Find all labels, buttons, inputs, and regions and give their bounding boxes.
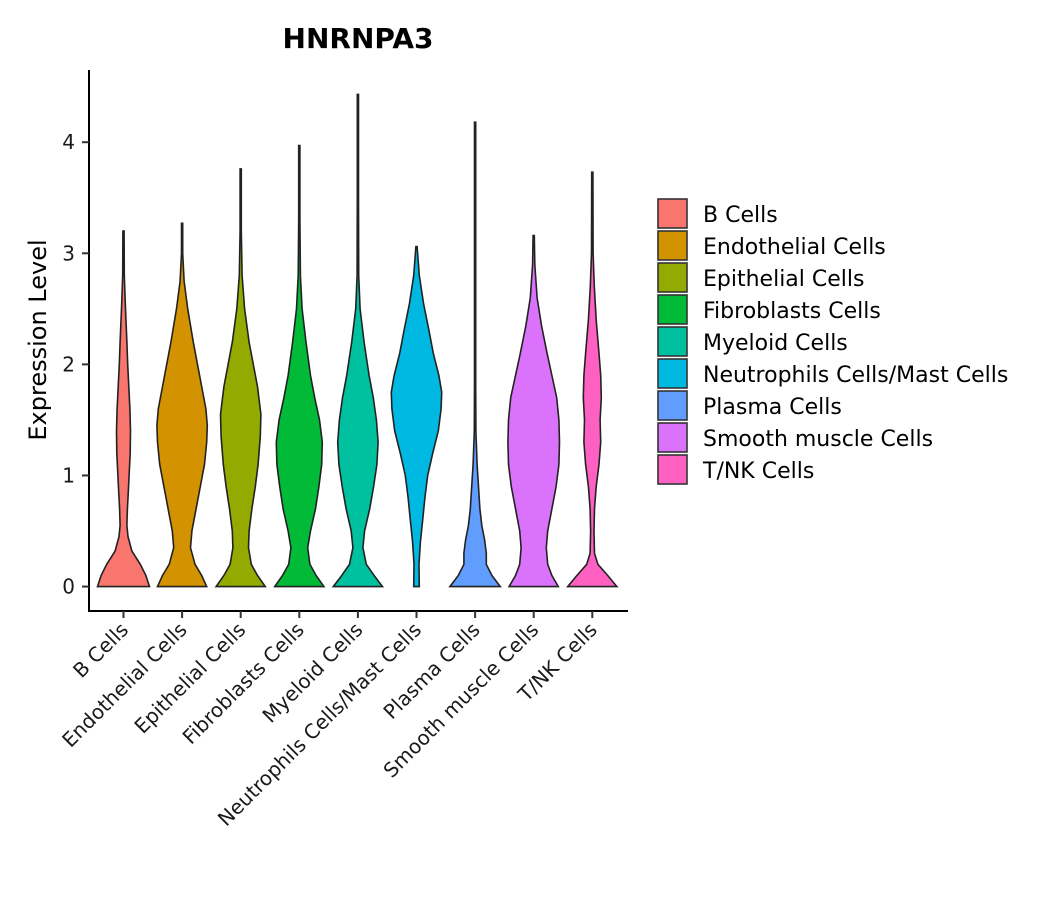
violin-smooth-muscle-cells xyxy=(507,234,561,588)
legend-label: B Cells xyxy=(703,203,778,228)
legend-key xyxy=(657,454,688,485)
legend-label: Myeloid Cells xyxy=(703,331,848,356)
legend-label: T/NK Cells xyxy=(702,459,814,484)
x-tick-label: Myeloid Cells xyxy=(257,618,367,728)
legend-key xyxy=(657,198,688,229)
y-tick-label: 3 xyxy=(62,241,75,265)
y-tick-label: 4 xyxy=(62,130,75,154)
legend: B Cells Endothelial Cells Epithelial Cells… xyxy=(657,198,1008,485)
violin-myeloid-cells xyxy=(331,93,385,588)
y-tick-label: 0 xyxy=(62,575,75,599)
violin-t-nk-cells xyxy=(565,171,619,588)
violin-fibroblasts-cells xyxy=(273,144,326,588)
legend-key xyxy=(657,230,688,261)
legend-label: Neutrophils Cells/Mast Cells xyxy=(703,363,1008,388)
violin-b-cells xyxy=(96,230,151,588)
legend-key xyxy=(657,294,688,325)
legend-label: Smooth muscle Cells xyxy=(703,427,933,452)
legend-label: Fibroblasts Cells xyxy=(703,299,881,324)
violin-epithelial-cells xyxy=(214,168,267,588)
chart-title: HNRNPA3 xyxy=(283,22,434,55)
legend-key xyxy=(657,326,688,357)
legend-key xyxy=(657,358,688,389)
y-tick-label: 1 xyxy=(62,463,75,487)
legend-key xyxy=(657,262,688,293)
legend-key xyxy=(657,422,688,453)
violin-neutrophils-cells-mast-cells xyxy=(390,245,443,588)
violin-plasma-cells xyxy=(448,121,502,588)
legend-label: Epithelial Cells xyxy=(703,267,864,292)
legend-key xyxy=(657,390,688,421)
legend-label: Plasma Cells xyxy=(703,395,842,420)
violin-endothelial-cells xyxy=(156,222,209,588)
y-tick-label: 2 xyxy=(62,352,75,376)
violin-group xyxy=(96,93,619,588)
legend-label: Endothelial Cells xyxy=(703,235,886,260)
y-axis-ticks: 0 1 2 3 4 xyxy=(62,130,89,599)
y-axis-label: Expression Level xyxy=(24,239,52,440)
